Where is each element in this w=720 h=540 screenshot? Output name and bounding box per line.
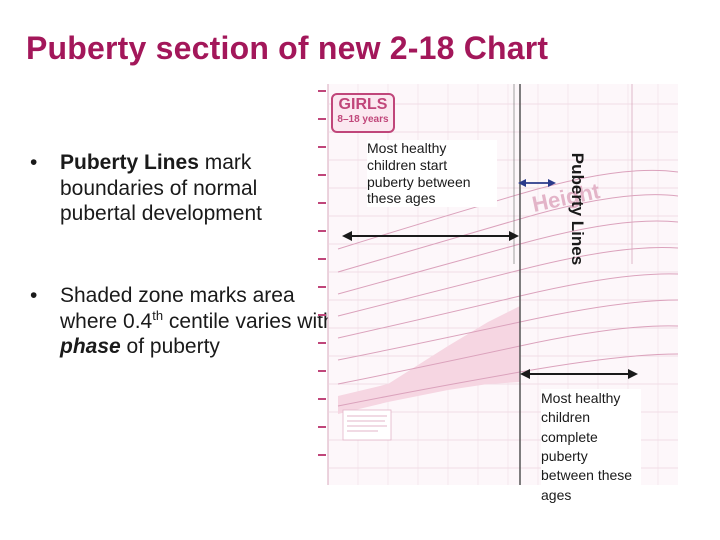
bullet-text-mid: centile varies with (163, 309, 335, 333)
puberty-lines-label: Puberty Lines (568, 152, 587, 266)
bullet-superscript: th (152, 307, 164, 323)
bullet-text: mark boundaries of normal pubertal devel… (60, 151, 262, 226)
shaded-zone (338, 306, 520, 414)
note-complete-puberty: Most healthy children complete puberty b… (541, 389, 641, 505)
start-puberty-arrow-left-head (342, 231, 352, 241)
bullet-text-pre: Shaded zone marks area where 0.4 (60, 284, 295, 333)
bullet-shaded-zone: • Shaded zone marks area where 0.4th cen… (30, 283, 335, 360)
slide-title: Puberty section of new 2-18 Chart (26, 30, 549, 66)
puberty-lines-pointer-left (518, 179, 526, 187)
bullet-dot: • (30, 284, 38, 307)
complete-puberty-arrow-left-head (520, 369, 530, 379)
chart-note-lines (347, 415, 387, 432)
bullet-bold-term: Puberty Lines (60, 151, 199, 174)
girls-badge-subtitle: 8–18 years (337, 114, 389, 125)
bullet-dot: • (30, 151, 38, 174)
bullet-puberty-lines: • Puberty Lines mark boundaries of norma… (30, 150, 300, 227)
chart-axis-ticks (318, 90, 326, 456)
bullet-text-post: of puberty (120, 335, 220, 359)
chart-note-box (342, 409, 392, 441)
girls-badge: GIRLS 8–18 years (331, 93, 395, 133)
bullet-emphasis: phase (60, 335, 121, 359)
girls-badge-title: GIRLS (338, 96, 388, 113)
note-start-puberty: Most healthy children start puberty betw… (367, 140, 497, 208)
puberty-lines-pointer-right (548, 179, 556, 187)
start-puberty-arrow-right-head (509, 231, 519, 241)
complete-puberty-arrow-right-head (628, 369, 638, 379)
